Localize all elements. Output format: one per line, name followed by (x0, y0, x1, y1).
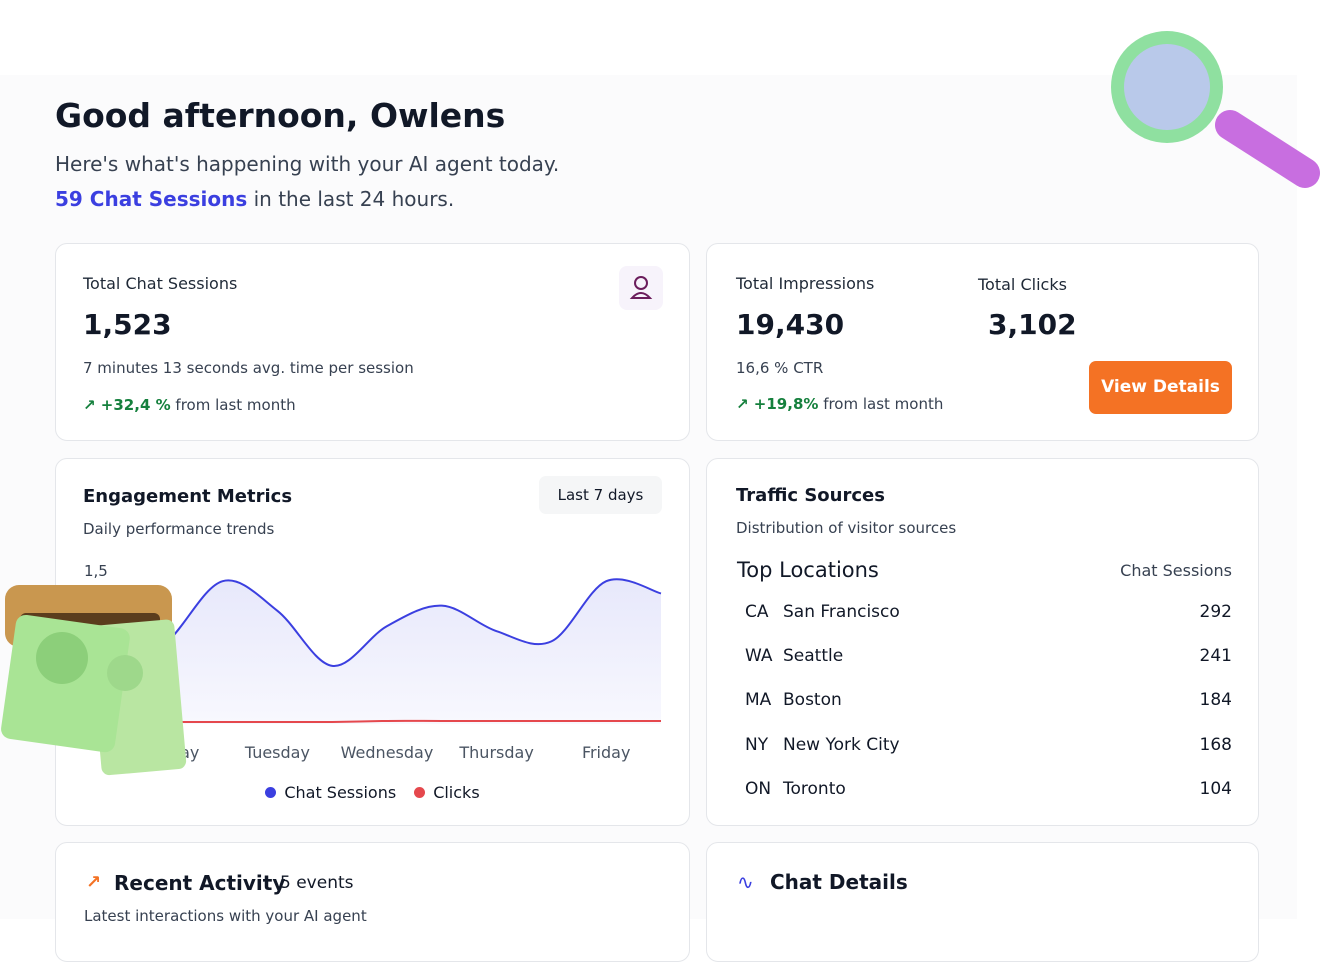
change-rest: from last month (175, 396, 296, 414)
location-sessions: 168 (1199, 734, 1232, 755)
location-city: Boston (783, 690, 842, 711)
money-illustration (1, 585, 187, 776)
clicks-value: 3,102 (988, 308, 1077, 341)
card-change: ↗ +19,8% from last month (736, 395, 944, 413)
series-line (113, 719, 661, 724)
card-value: 19,430 (736, 308, 845, 341)
card-label: Total Impressions (736, 274, 875, 293)
legend-label: Chat Sessions (284, 783, 397, 802)
sessions-line: 59 Chat Sessions in the last 24 hours. (55, 187, 454, 211)
card-title: Engagement Metrics (83, 486, 293, 507)
column-header: Chat Sessions (1120, 561, 1232, 580)
x-tick-label: Wednesday (341, 743, 434, 762)
card-subtitle: Latest interactions with your AI agent (84, 907, 367, 925)
card-value: 1,523 (83, 308, 172, 341)
clicks-label: Total Clicks (978, 275, 1067, 294)
location-city: Toronto (783, 778, 846, 799)
change-value: +32,4 % (100, 396, 171, 414)
activity-icon: ↗ (86, 872, 102, 893)
location-sessions: 184 (1199, 690, 1232, 711)
sessions-highlight[interactable]: 59 Chat Sessions (55, 187, 248, 211)
change-value: +19,8% (753, 395, 819, 413)
location-code: MA (745, 690, 772, 711)
card-label: Total Chat Sessions (83, 274, 238, 293)
location-code: CA (745, 602, 769, 622)
location-city: San Francisco (783, 602, 900, 622)
event-count: 5 events (280, 873, 354, 893)
greeting: Good afternoon, Owlens (55, 96, 506, 135)
ctr: 16,6 % CTR (736, 359, 824, 377)
sessions-rest: in the last 24 hours. (253, 187, 455, 211)
legend-item[interactable]: Clicks (414, 783, 480, 802)
card-note: 7 minutes 13 seconds avg. time per sessi… (83, 359, 414, 377)
location-sessions: 104 (1199, 778, 1232, 799)
chat-details-card: ∿ Chat Details (706, 842, 1259, 962)
sessions-card: Total Chat Sessions 1,523 7 minutes 13 s… (55, 243, 690, 441)
location-code: NY (745, 734, 769, 755)
view-details-button[interactable]: View Details (1089, 361, 1232, 414)
page: Good afternoon, Owlens Here's what's hap… (1, 31, 1320, 962)
legend-item[interactable]: Chat Sessions (265, 783, 396, 802)
location-city: Seattle (783, 646, 844, 667)
card-subtitle: Distribution of visitor sources (736, 519, 957, 537)
legend-swatch (265, 787, 277, 798)
y-tick-label: 1,5 (84, 562, 108, 580)
x-tick-label: Tuesday (244, 743, 310, 762)
traffic-card: Traffic Sources Distribution of visitor … (706, 458, 1259, 826)
range-button[interactable]: Last 7 days (539, 476, 662, 514)
activity-card: ↗ Recent Activity 5 events Latest intera… (55, 842, 690, 962)
x-tick-label: Friday (582, 743, 631, 762)
subtitle: Here's what's happening with your AI age… (55, 152, 560, 176)
location-code: WA (745, 646, 773, 667)
series-line (112, 578, 662, 682)
location-sessions: 292 (1199, 602, 1232, 622)
impressions-card: Total Impressions 19,430 16,6 % CTR ↗ +1… (706, 243, 1259, 441)
user-icon (619, 266, 663, 310)
card-subtitle: Daily performance trends (83, 520, 275, 538)
area (113, 579, 661, 724)
legend-label: Clicks (433, 783, 480, 802)
legend: Chat Sessions Clicks (55, 783, 690, 802)
legend-swatch (414, 787, 426, 798)
location-city: New York City (783, 734, 900, 755)
x-tick-label: Thursday (458, 743, 533, 762)
card-title: Chat Details (770, 870, 908, 894)
column-header: Top Locations (737, 558, 879, 582)
card-change: ↗ +32,4 % from last month (83, 396, 296, 414)
magnifier-illustration (1111, 31, 1320, 188)
chat-icon: ∿ (737, 870, 754, 894)
location-code: ON (745, 778, 772, 799)
card-title: Recent Activity (114, 871, 286, 895)
change-rest: from last month (823, 395, 944, 413)
card-title: Traffic Sources (736, 485, 885, 506)
location-sessions: 241 (1199, 646, 1232, 667)
